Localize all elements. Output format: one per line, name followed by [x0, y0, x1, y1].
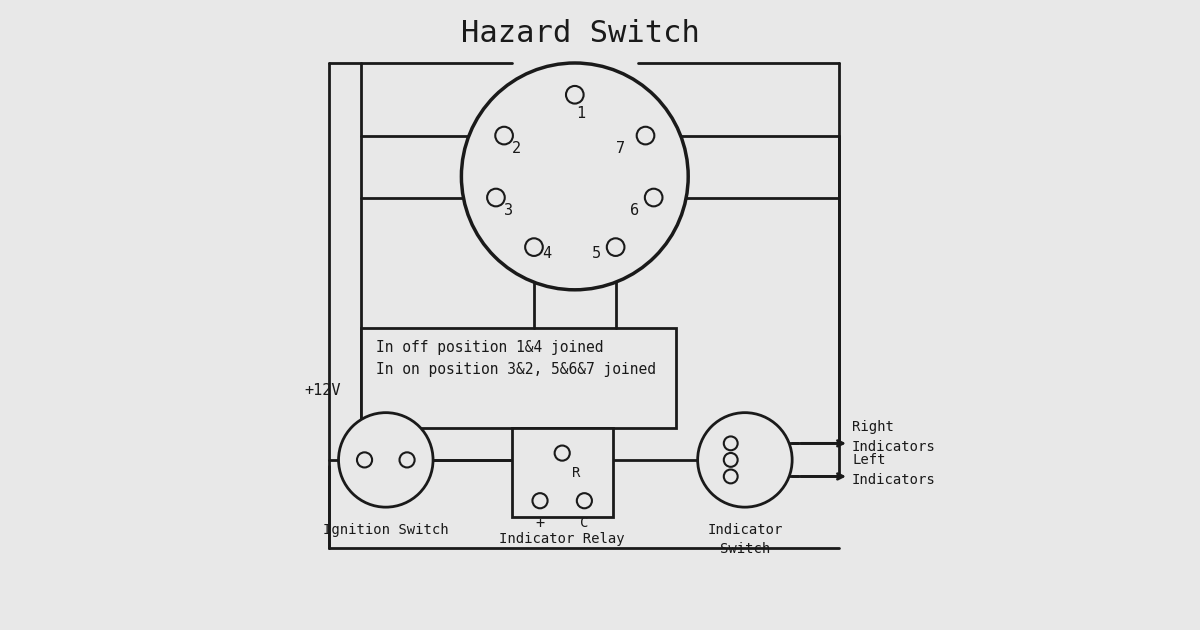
Text: Ignition Switch: Ignition Switch — [323, 523, 449, 537]
Circle shape — [487, 189, 505, 207]
FancyBboxPatch shape — [361, 328, 676, 428]
Text: 2: 2 — [512, 140, 521, 156]
Circle shape — [724, 453, 738, 467]
Circle shape — [554, 445, 570, 461]
Circle shape — [724, 469, 738, 483]
Text: 6: 6 — [630, 203, 640, 217]
FancyBboxPatch shape — [511, 428, 613, 517]
Text: Indicator
Switch: Indicator Switch — [707, 523, 782, 556]
Text: In off position 1&4 joined
In on position 3&2, 5&6&7 joined: In off position 1&4 joined In on positio… — [377, 340, 656, 377]
Circle shape — [566, 86, 583, 103]
Text: C: C — [580, 517, 588, 530]
Circle shape — [496, 127, 512, 144]
Text: Hazard Switch: Hazard Switch — [461, 19, 701, 48]
Circle shape — [461, 63, 689, 290]
Circle shape — [338, 413, 433, 507]
Circle shape — [697, 413, 792, 507]
Circle shape — [526, 238, 542, 256]
Text: Left
Indicators: Left Indicators — [852, 454, 936, 487]
Text: 4: 4 — [542, 246, 551, 261]
Text: +12V: +12V — [304, 383, 341, 398]
Text: R: R — [571, 466, 580, 479]
Circle shape — [644, 189, 662, 207]
Text: 1: 1 — [576, 106, 586, 121]
Circle shape — [533, 493, 547, 508]
Circle shape — [637, 127, 654, 144]
Text: 7: 7 — [616, 140, 625, 156]
Circle shape — [607, 238, 624, 256]
Text: 5: 5 — [592, 246, 601, 261]
Text: 3: 3 — [504, 203, 514, 217]
Circle shape — [577, 493, 592, 508]
Text: Right
Indicators: Right Indicators — [852, 420, 936, 454]
Text: Indicator Relay: Indicator Relay — [499, 532, 625, 546]
Circle shape — [356, 452, 372, 467]
Circle shape — [400, 452, 415, 467]
Circle shape — [724, 437, 738, 450]
Text: +: + — [535, 517, 545, 532]
